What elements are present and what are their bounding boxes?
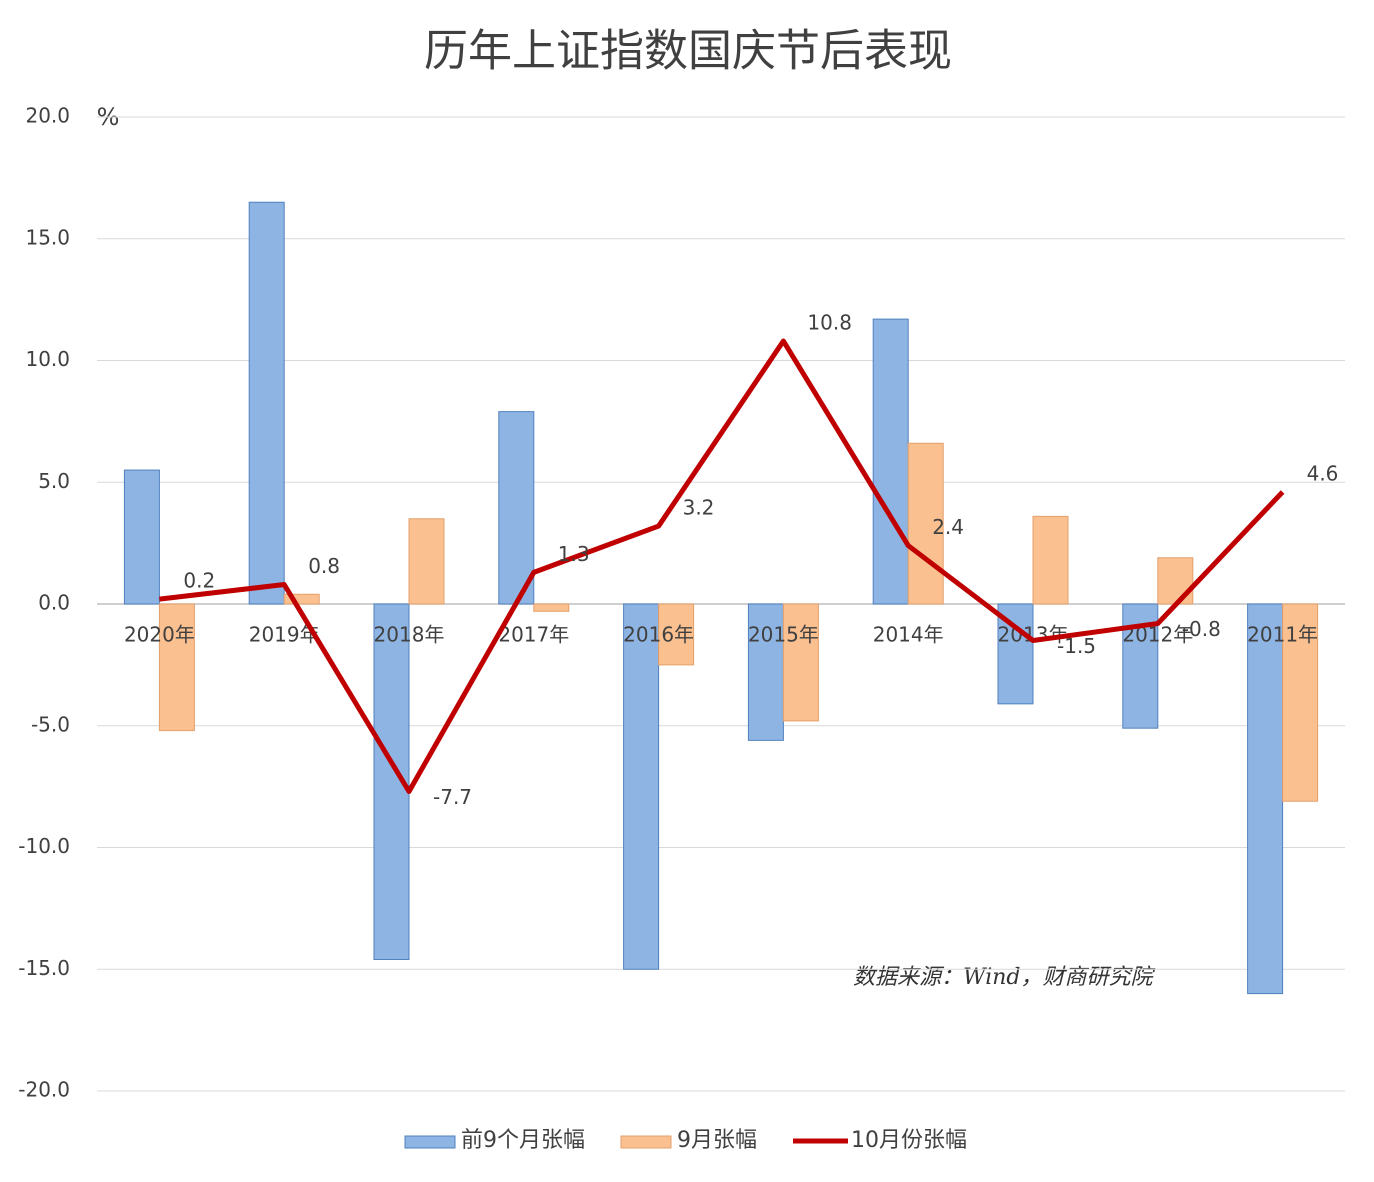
data-label: -1.5 bbox=[1057, 634, 1096, 658]
line bbox=[159, 338, 1285, 794]
legend-label: 9月张幅 bbox=[677, 1128, 757, 1153]
data-label: 10.8 bbox=[807, 311, 852, 335]
legend-swatch bbox=[404, 1135, 456, 1149]
x-tick-label: 2014年 bbox=[873, 623, 944, 647]
y-tick-label: -20.0 bbox=[18, 1078, 70, 1102]
data-label: 3.2 bbox=[683, 496, 715, 520]
x-tick-label: 2017年 bbox=[498, 623, 569, 647]
y-tick-label: 10.0 bbox=[25, 347, 70, 371]
bar bbox=[498, 411, 535, 605]
x-tick-label: 2015年 bbox=[748, 623, 819, 647]
y-tick-label: 0.0 bbox=[38, 591, 70, 615]
bar bbox=[1157, 557, 1194, 605]
x-tick-label: 2016年 bbox=[623, 623, 694, 647]
bar bbox=[1282, 603, 1319, 802]
bar bbox=[248, 201, 285, 605]
y-tick-label: 20.0 bbox=[25, 104, 70, 128]
bar bbox=[533, 603, 570, 612]
bar bbox=[872, 318, 909, 605]
y-tick-label: 5.0 bbox=[38, 469, 70, 493]
x-tick-label: 2011年 bbox=[1247, 623, 1318, 647]
data-label: -7.7 bbox=[433, 785, 472, 809]
y-tick-label: -5.0 bbox=[31, 712, 70, 736]
legend-swatch bbox=[620, 1135, 672, 1149]
y-tick-label: -15.0 bbox=[18, 956, 70, 980]
bar bbox=[658, 603, 695, 666]
data-label: 1.3 bbox=[558, 542, 590, 566]
data-label: 0.8 bbox=[308, 554, 340, 578]
y-tick-label: 15.0 bbox=[25, 225, 70, 249]
x-tick-label: 2020年 bbox=[124, 623, 195, 647]
bar bbox=[1032, 515, 1069, 605]
bar bbox=[123, 469, 160, 605]
data-label: 4.6 bbox=[1307, 461, 1339, 485]
bar bbox=[907, 442, 944, 605]
data-label: -0.8 bbox=[1182, 617, 1221, 641]
bar bbox=[782, 603, 819, 722]
bar bbox=[158, 603, 195, 732]
y-tick-label: -10.0 bbox=[18, 834, 70, 858]
bar bbox=[408, 518, 445, 605]
bar bbox=[283, 593, 320, 605]
data-label: 2.4 bbox=[932, 515, 964, 539]
legend-label: 10月份张幅 bbox=[851, 1128, 967, 1153]
bar bbox=[1247, 603, 1284, 995]
chart-title: 历年上证指数国庆节后表现 bbox=[424, 26, 952, 77]
x-tick-label: 2018年 bbox=[374, 623, 445, 647]
legend-label: 前9个月张幅 bbox=[461, 1128, 585, 1153]
bar bbox=[747, 603, 784, 741]
bar bbox=[623, 603, 660, 970]
data-label: 0.2 bbox=[183, 569, 215, 593]
